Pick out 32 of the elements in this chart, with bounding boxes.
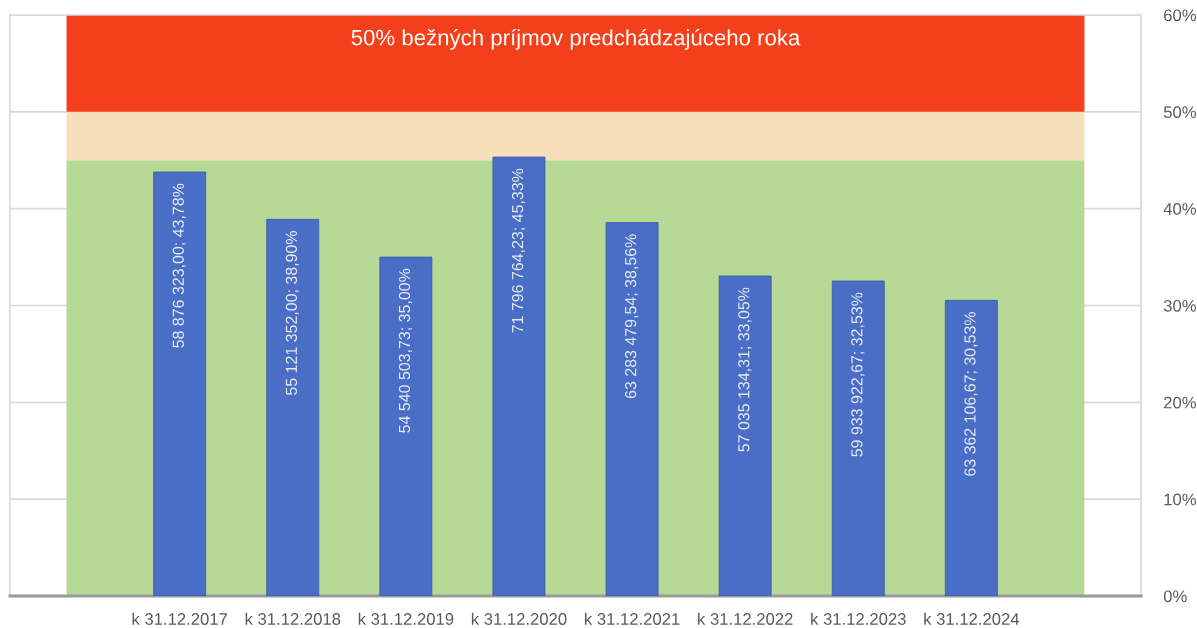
data-label: 58 876 323,00; 43,78% xyxy=(172,183,186,348)
bar xyxy=(379,256,433,596)
x-tick-label: k 31.12.2024 xyxy=(924,612,1020,625)
data-label: 59 933 922,67; 32,53% xyxy=(851,292,865,457)
y-tick-label: 50% xyxy=(1163,106,1196,119)
y-tick-label: 10% xyxy=(1164,493,1196,506)
bar xyxy=(605,222,659,596)
data-label: 57 035 134,31; 33,05% xyxy=(738,287,752,452)
band-label: 50% bežných príjmov predchádzajúceho roka xyxy=(351,28,801,50)
bar xyxy=(944,299,998,596)
x-tick-label: k 31.12.2018 xyxy=(245,612,341,625)
data-label: 54 540 503,73; 35,00% xyxy=(398,268,413,433)
bar xyxy=(831,280,885,596)
data-label: 71 796 764,23; 45,33% xyxy=(511,168,526,333)
data-label: 55 121 352,00; 38,90% xyxy=(285,230,299,395)
bar xyxy=(492,156,546,596)
data-label: 63 283 479,54; 38,56% xyxy=(625,234,639,399)
y-tick-label: 40% xyxy=(1163,203,1196,215)
x-tick-label: k 31.12.2017 xyxy=(132,612,228,625)
y-tick-label: 60% xyxy=(1164,9,1196,22)
x-tick-label: k 31.12.2021 xyxy=(584,612,680,625)
x-tick-label: k 31.12.2023 xyxy=(811,612,906,625)
data-label: 63 362 106,67; 30,53% xyxy=(964,312,978,476)
bar xyxy=(153,171,207,596)
x-tick-label: k 31.12.2019 xyxy=(358,612,454,625)
y-tick-label: 0% xyxy=(1163,590,1187,603)
bar xyxy=(718,275,772,596)
y-tick-label: 30% xyxy=(1163,299,1196,312)
x-tick-label: k 31.12.2020 xyxy=(471,612,567,625)
bar xyxy=(266,218,320,596)
x-tick-label: k 31.12.2022 xyxy=(698,612,793,625)
y-tick-label: 20% xyxy=(1164,396,1196,409)
